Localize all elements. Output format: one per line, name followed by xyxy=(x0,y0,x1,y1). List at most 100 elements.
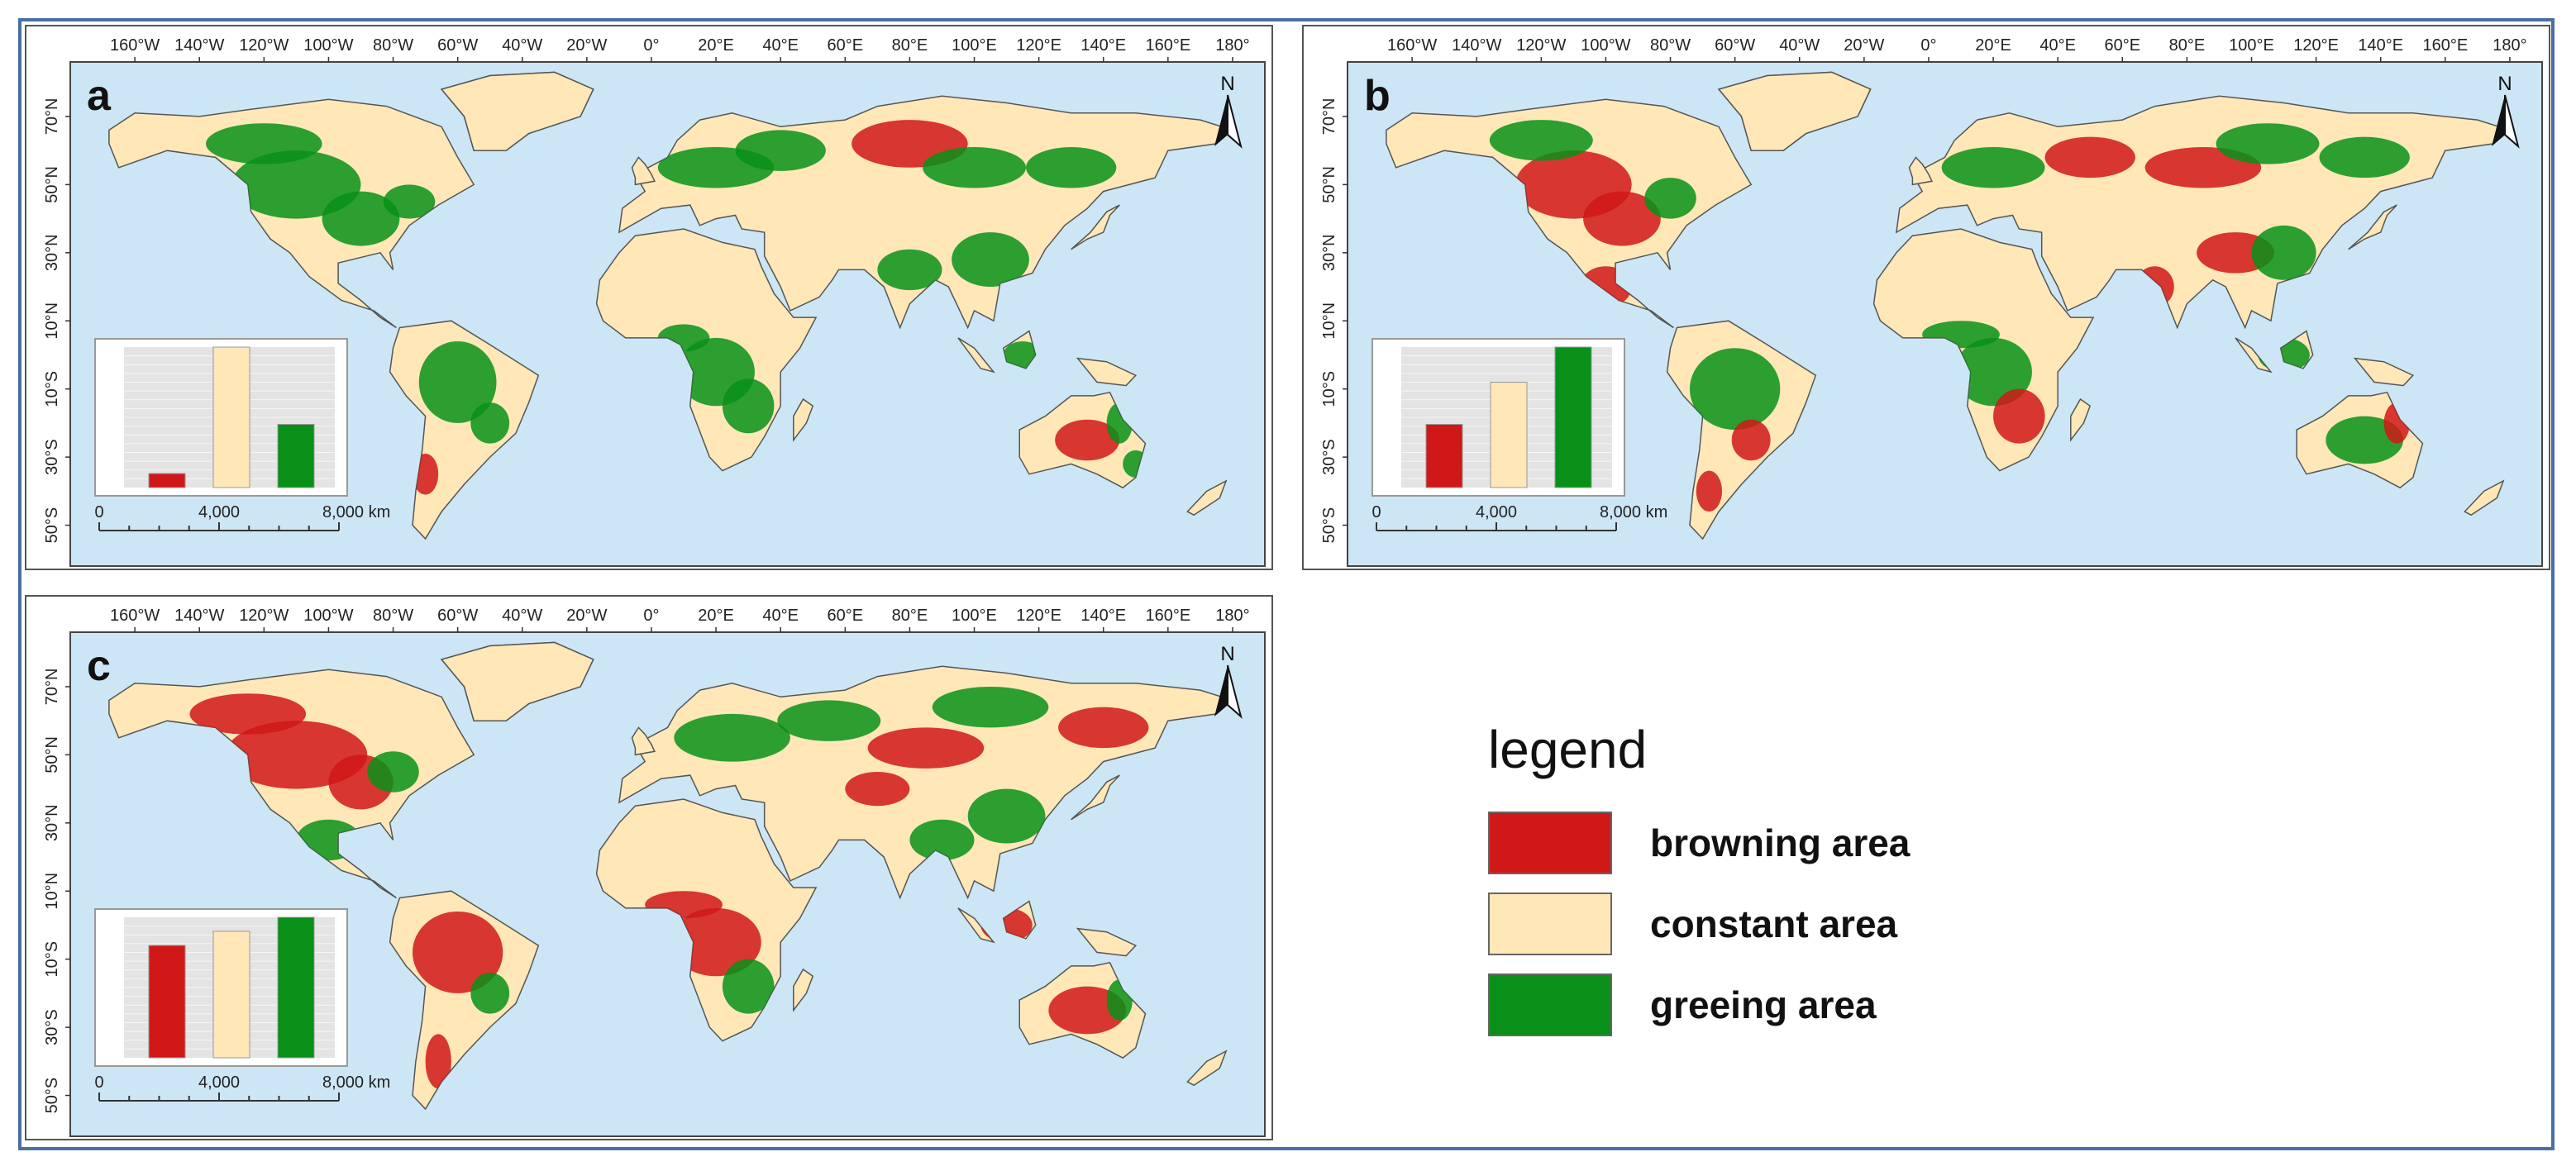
lon-label: 160°E xyxy=(2422,36,2468,55)
lon-label: 20°E xyxy=(698,607,734,625)
lon-label: 80°E xyxy=(892,36,928,55)
scale-bar: 0 4,000 8,000 km xyxy=(1371,503,1667,531)
browning-patch xyxy=(1583,191,1661,246)
map-panel-c: 160°W 140°W 120°W 100°W 80°W 60°W 40°W 20°W 0° 20… xyxy=(25,595,1273,1140)
lat-label: 70°N xyxy=(43,669,61,706)
lon-label: 140°E xyxy=(1080,607,1126,625)
scale-label: 0 xyxy=(1371,503,1381,521)
greening-patch xyxy=(367,751,419,793)
greening-patch xyxy=(932,686,1049,728)
inset-bar-chart xyxy=(1371,338,1625,497)
scale-label: 8,000 km xyxy=(322,503,390,521)
inset-bar-constant xyxy=(212,931,250,1059)
lon-label: 120°E xyxy=(1016,36,1061,55)
panel-letter: b xyxy=(1364,72,1391,120)
legend-item-greening: greeing area xyxy=(1488,972,1877,1038)
greening-patch xyxy=(1026,147,1117,188)
inset-bar-browning xyxy=(148,473,186,488)
greening-patch xyxy=(909,819,975,861)
browning-patch xyxy=(1731,419,1771,461)
lat-label: 50°N xyxy=(1320,166,1338,203)
lon-label: 100°W xyxy=(1581,36,1630,55)
lon-label: 20°W xyxy=(566,607,607,625)
lon-label: 80°W xyxy=(373,607,413,625)
lat-label: 30°S xyxy=(43,439,61,475)
landmass-new-guinea xyxy=(2353,357,2415,387)
greening-patch xyxy=(231,150,361,219)
greening-patch xyxy=(2251,225,2316,280)
lon-label: 60°E xyxy=(828,607,864,625)
greening-patch xyxy=(2326,416,2404,464)
lon-label: 40°E xyxy=(762,607,799,625)
scale-label: 0 xyxy=(94,503,103,521)
landmass-uk xyxy=(631,726,656,756)
inset-bar-greening xyxy=(277,916,315,1059)
inset-bar-greening xyxy=(1554,346,1592,488)
lon-label: 60°W xyxy=(437,607,478,625)
browning-patch xyxy=(425,1034,451,1089)
greening-patch xyxy=(952,232,1029,288)
greening-patch xyxy=(967,788,1046,844)
lat-label: 50°S xyxy=(43,507,61,544)
greening-patch xyxy=(470,402,510,444)
north-label: N xyxy=(2497,73,2512,95)
landmass-japan xyxy=(1071,774,1120,821)
legend-label-browning: browning area xyxy=(1650,821,1911,864)
lon-label: 20°E xyxy=(1975,36,2011,55)
legend-item-browning: browning area xyxy=(1488,810,1910,876)
landmass-new-guinea xyxy=(1076,357,1138,387)
map-panel-a: 160°W 140°W 120°W 100°W 80°W 60°W 40°W 20°W 0° 20… xyxy=(25,25,1273,570)
lon-label: 80°E xyxy=(2169,36,2206,55)
scale-label: 4,000 xyxy=(1476,503,1517,521)
lon-label: 20°W xyxy=(566,36,607,55)
lat-label: 50°S xyxy=(43,1078,61,1114)
lon-label: 40°E xyxy=(2039,36,2076,55)
landmass-new-zealand xyxy=(1186,479,1228,516)
greening-patch xyxy=(1644,178,1696,219)
greening-patch xyxy=(322,191,400,246)
landmass-madagascar xyxy=(793,968,814,1012)
scale-label: 8,000 km xyxy=(1600,503,1667,521)
browning-patch xyxy=(2044,136,2135,179)
scale-label: 0 xyxy=(94,1073,103,1092)
map-svg-b: 160°W 140°W 120°W 100°W 80°W 60°W 40°W 20°W 0° 20… xyxy=(1302,25,2550,570)
lon-label: 0° xyxy=(643,607,659,625)
map-svg-c: 160°W 140°W 120°W 100°W 80°W 60°W 40°W 20°W 0° 20… xyxy=(25,595,1273,1140)
lon-label: 60°E xyxy=(2105,36,2141,55)
lon-label: 0° xyxy=(1920,36,1936,55)
landmass-japan xyxy=(1071,204,1120,250)
lon-label: 100°W xyxy=(303,607,353,625)
lon-label: 60°W xyxy=(1715,36,1755,55)
scale-label: 4,000 xyxy=(198,1073,240,1092)
legend-item-constant: constant area xyxy=(1488,891,1897,957)
lon-label: 120°E xyxy=(1016,607,1061,625)
inset-bar-constant xyxy=(212,346,250,488)
legend-label-greening: greeing area xyxy=(1650,983,1877,1026)
browning-patch xyxy=(867,727,985,769)
greening-patch xyxy=(722,378,775,434)
lon-label: 140°E xyxy=(1080,36,1126,55)
lon-label: 20°W xyxy=(1844,36,1884,55)
lon-label: 160°W xyxy=(110,36,160,55)
browning-patch xyxy=(412,911,503,993)
lat-label: 30°S xyxy=(1320,439,1338,475)
lon-label: 160°W xyxy=(1387,36,1437,55)
landmass-greenland-overlay xyxy=(440,641,594,721)
lon-label: 60°W xyxy=(437,36,478,55)
lon-label: 120°W xyxy=(239,607,289,625)
north-arrow-icon: N xyxy=(1214,643,1243,719)
lon-label: 80°E xyxy=(892,607,928,625)
browning-patch xyxy=(845,771,910,807)
greening-patch xyxy=(470,973,510,1014)
inset-bar-chart xyxy=(94,908,348,1067)
greening-patch xyxy=(777,700,881,741)
lat-label: 70°N xyxy=(1320,98,1338,136)
landmass-greenland-overlay xyxy=(1717,71,1872,151)
lon-label: 180° xyxy=(2493,36,2526,55)
lon-label: 180° xyxy=(1215,607,1249,625)
greening-patch xyxy=(877,249,942,291)
lon-label: 40°E xyxy=(762,36,799,55)
legend-label-constant: constant area xyxy=(1650,902,1898,945)
browning-patch xyxy=(189,693,307,735)
lat-label: 10°S xyxy=(43,371,61,407)
